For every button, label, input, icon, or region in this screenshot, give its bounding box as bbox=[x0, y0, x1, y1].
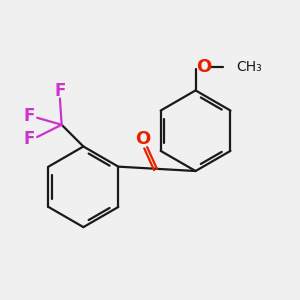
Text: F: F bbox=[24, 130, 35, 148]
Text: CH₃: CH₃ bbox=[236, 60, 262, 74]
Text: O: O bbox=[196, 58, 211, 76]
Text: F: F bbox=[24, 107, 35, 125]
Text: F: F bbox=[55, 82, 66, 100]
Text: O: O bbox=[135, 130, 151, 148]
